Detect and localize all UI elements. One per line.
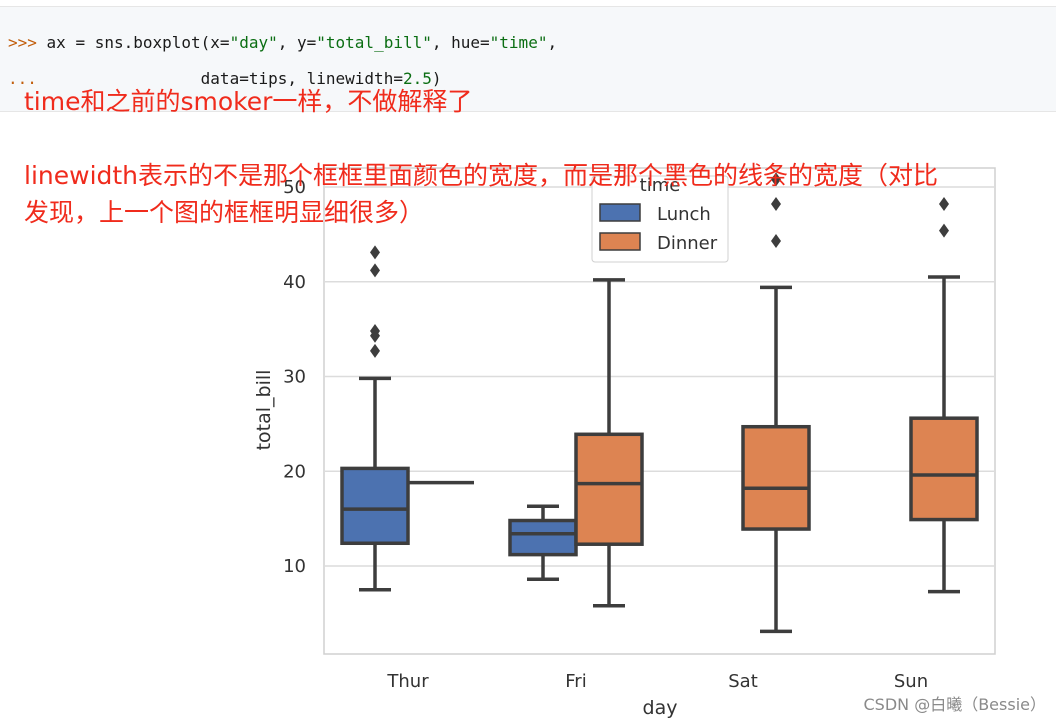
code-text: ax = sns.boxplot(x= [36, 33, 230, 52]
code-number: 2.5 [402, 69, 432, 88]
gridlines [324, 186, 995, 567]
y-tick-label-10: 10 [283, 556, 306, 577]
legend-label-dinner: Dinner [657, 233, 718, 254]
outlier-point-dinner-sat-1 [771, 197, 781, 212]
code-text: , y= [277, 33, 317, 52]
legend: time Lunch Dinner [591, 175, 729, 263]
box-lunch-thur [340, 466, 410, 546]
box-lunch-fri [508, 518, 578, 557]
code-string: "total_bill" [316, 33, 432, 52]
y-tick-labels: 10 20 30 40 50 [283, 177, 306, 577]
legend-swatch-dinner [599, 232, 641, 251]
x-tick-label-sat: Sat [728, 671, 758, 692]
box-dinner-sun [909, 416, 979, 522]
x-tick-label-fri: Fri [565, 671, 586, 692]
y-tick-label-40: 40 [283, 272, 306, 293]
y-tick-label-20: 20 [283, 461, 306, 482]
code-text: data=tips, linewidth= [36, 69, 403, 88]
code-text: , hue= [431, 33, 490, 52]
y-tick-label-50: 50 [283, 177, 306, 198]
code-string: "time" [489, 33, 548, 52]
outlier-point-dinner-sun-1 [939, 197, 949, 212]
y-tick-label-30: 30 [283, 367, 306, 388]
outlier-point-lunch-thur-2 [370, 324, 380, 339]
annotation-note-2-line-1: linewidth表示的不是那个框框里面颜色的宽度，而是那个黑色的线条的宽度（对… [24, 161, 939, 190]
code-line-2: ... data=tips, linewidth=2.5) [8, 69, 442, 88]
watermark: CSDN @白曦（Bessie） [863, 695, 1047, 714]
code-block: >>> ax = sns.boxplot(x="day", y="total_b… [0, 6, 1056, 112]
x-tick-label-sun: Sun [894, 671, 928, 692]
box-dinner-sat [741, 424, 811, 531]
outlier-point-dinner-sat-0 [771, 234, 781, 249]
legend-title: time [640, 175, 681, 196]
code-line-1: >>> ax = sns.boxplot(x="day", y="total_b… [8, 33, 557, 52]
annotation-note-2-line-2: 发现，上一个图的框框明显细很多） [24, 198, 425, 227]
annotation-note-1: time和之前的smoker一样，不做解释了 [24, 87, 473, 116]
outlier-point-lunch-thur-4 [370, 245, 380, 260]
outlier-point-dinner-sun-0 [939, 223, 949, 238]
x-tick-label-thur: Thur [386, 671, 429, 692]
outlier-point-lunch-thur-0 [370, 343, 380, 358]
y-axis-label: total_bill [253, 370, 275, 451]
box-series [340, 172, 979, 634]
box-dinner-fri [574, 432, 644, 546]
x-tick-labels: Thur Fri Sat Sun [386, 671, 928, 692]
legend-swatch-lunch [599, 203, 641, 222]
x-axis-label: day [643, 697, 678, 719]
prompt-marker: >>> [8, 33, 37, 52]
prompt-marker: ... [8, 69, 37, 88]
legend-label-lunch: Lunch [657, 204, 711, 225]
outlier-point-lunch-thur-3 [370, 263, 380, 278]
outlier-point-dinner-sat-2 [771, 172, 781, 187]
code-text: , [547, 33, 558, 52]
code-text: ) [431, 69, 442, 88]
code-string: "day" [229, 33, 278, 52]
